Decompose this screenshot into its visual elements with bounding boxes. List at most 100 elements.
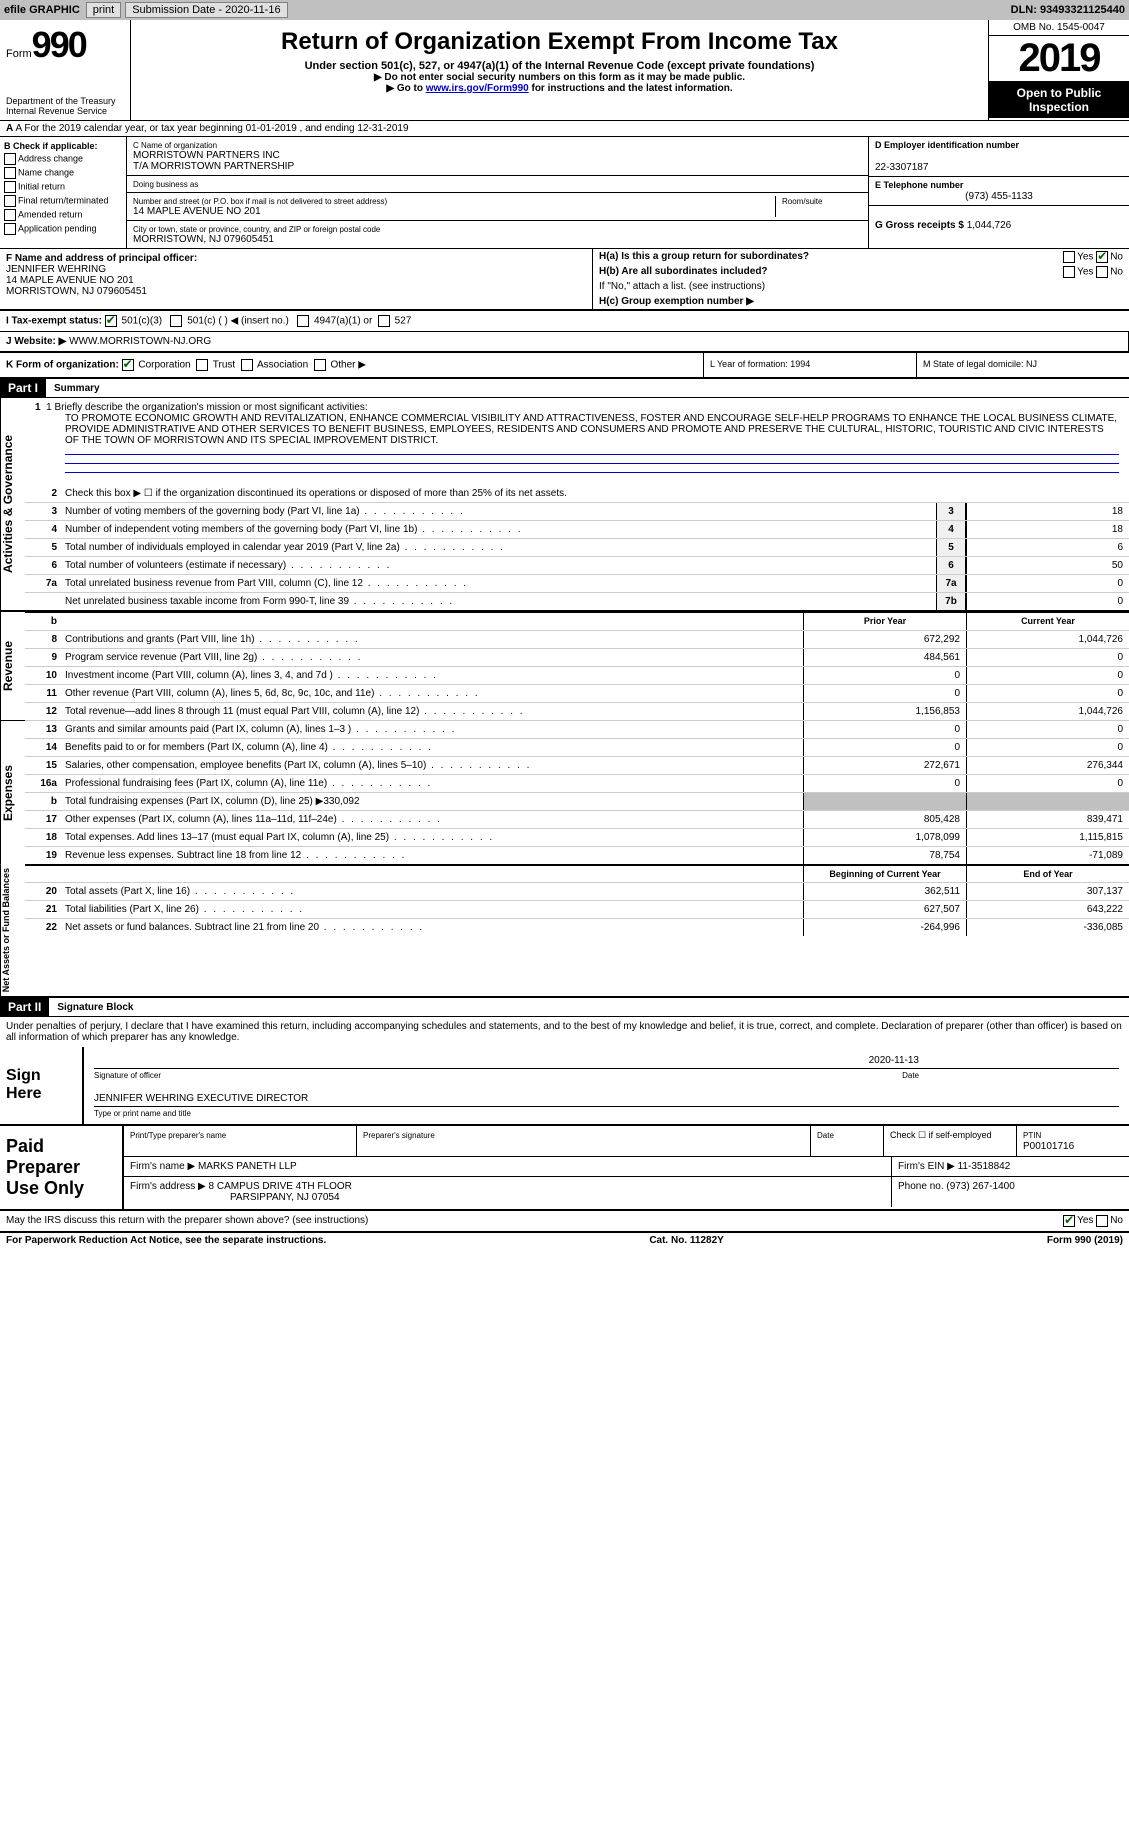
checkbox-discuss-yes[interactable]	[1063, 1215, 1075, 1227]
street-label: Number and street (or P.O. box if mail i…	[133, 197, 387, 206]
col-current-year: Current Year	[966, 613, 1129, 630]
dln-label: DLN: 93493321125440	[1011, 4, 1125, 16]
omb-number: OMB No. 1545-0047	[989, 20, 1129, 36]
col-prior-year: Prior Year	[803, 613, 966, 630]
part1-badge: Part I	[0, 379, 46, 397]
activities-governance-section: Activities & Governance 1 1 Briefly desc…	[0, 398, 1129, 611]
checkbox-amended[interactable]	[4, 209, 16, 221]
checkbox-assoc[interactable]	[241, 359, 253, 371]
expense-line: 18Total expenses. Add lines 13–17 (must …	[25, 828, 1129, 846]
firm-addr1: 8 CAMPUS DRIVE 4TH FLOOR	[209, 1181, 352, 1192]
ptin-value: P00101716	[1023, 1141, 1074, 1152]
row-j: J Website: ▶ WWW.MORRISTOWN-NJ.ORG	[0, 332, 1129, 353]
hb-label: H(b) Are all subordinates included?	[599, 266, 768, 277]
checkbox-address-change[interactable]	[4, 153, 16, 165]
ein-value: 22-3307187	[875, 162, 928, 173]
row-i: I Tax-exempt status: 501(c)(3) 501(c) ( …	[0, 310, 1129, 332]
revenue-line: 9Program service revenue (Part VIII, lin…	[25, 648, 1129, 666]
checkbox-hb-no[interactable]	[1096, 266, 1108, 278]
header-left: Form990 Department of the TreasuryIntern…	[0, 20, 131, 120]
officer-name-title: JENNIFER WEHRING EXECUTIVE DIRECTOR	[94, 1091, 1119, 1107]
print-button[interactable]: print	[86, 2, 121, 18]
footer-right: Form 990 (2019)	[1047, 1235, 1123, 1246]
city-value: MORRISTOWN, NJ 079605451	[133, 234, 274, 245]
checkbox-501c3[interactable]	[105, 315, 117, 327]
officer-name: JENNIFER WEHRING	[6, 264, 106, 275]
netassets-line: 21Total liabilities (Part X, line 26)627…	[25, 900, 1129, 918]
form-subtitle: Under section 501(c), 527, or 4947(a)(1)…	[141, 60, 978, 72]
note-ssn: ▶ Do not enter social security numbers o…	[141, 72, 978, 83]
expenses-section: Expenses 13Grants and similar amounts pa…	[0, 720, 1129, 864]
mission-block: 1 1 Briefly describe the organization's …	[25, 398, 1129, 485]
checkbox-name-change[interactable]	[4, 167, 16, 179]
preparer-phone: (973) 267-1400	[946, 1181, 1014, 1192]
firm-ein: 11-3518842	[958, 1161, 1011, 1172]
i-label: I Tax-exempt status:	[6, 316, 102, 327]
page-footer: For Paperwork Reduction Act Notice, see …	[0, 1233, 1129, 1248]
checkbox-final-return[interactable]	[4, 195, 16, 207]
checkbox-527[interactable]	[378, 315, 390, 327]
form-title: Return of Organization Exempt From Incom…	[141, 28, 978, 56]
checkbox-trust[interactable]	[196, 359, 208, 371]
expense-line: 17Other expenses (Part IX, column (A), l…	[25, 810, 1129, 828]
irs-link[interactable]: www.irs.gov/Form990	[426, 83, 529, 94]
column-c: C Name of organization MORRISTOWN PARTNE…	[127, 137, 869, 248]
efile-label: efile GRAPHIC	[4, 4, 80, 16]
gov-line: 6Total number of volunteers (estimate if…	[25, 556, 1129, 574]
tax-year: 2019	[989, 36, 1129, 82]
column-f: F Name and address of principal officer:…	[0, 249, 593, 309]
checkbox-discuss-no[interactable]	[1096, 1215, 1108, 1227]
part2-badge: Part II	[0, 998, 49, 1016]
checkbox-corp[interactable]	[122, 359, 134, 371]
submission-date-button[interactable]: Submission Date - 2020-11-16	[125, 2, 287, 18]
tab-expenses: Expenses	[0, 720, 25, 864]
dept-label: Department of the TreasuryInternal Reven…	[6, 96, 124, 116]
form-990-container: efile GRAPHIC print Submission Date - 20…	[0, 0, 1129, 1248]
firm-addr2: PARSIPPANY, NJ 07054	[230, 1192, 340, 1203]
form-header: Form990 Department of the TreasuryIntern…	[0, 20, 1129, 121]
irs-discuss-row: May the IRS discuss this return with the…	[0, 1211, 1129, 1233]
mission-text: TO PROMOTE ECONOMIC GROWTH AND REVITALIZ…	[65, 413, 1119, 446]
street-value: 14 MAPLE AVENUE NO 201	[133, 206, 261, 217]
paid-preparer-block: Paid Preparer Use Only Print/Type prepar…	[0, 1126, 1129, 1211]
sig-date: 2020-11-13	[94, 1053, 1119, 1069]
hc-label: H(c) Group exemption number ▶	[599, 296, 754, 307]
checkbox-other[interactable]	[314, 359, 326, 371]
footer-cat: Cat. No. 11282Y	[649, 1235, 723, 1246]
revenue-line: 10Investment income (Part VIII, column (…	[25, 666, 1129, 684]
m-state: M State of legal domicile: NJ	[916, 353, 1129, 377]
sign-here-label: Sign Here	[0, 1047, 82, 1124]
col-b-title: B Check if applicable:	[4, 141, 122, 151]
checkbox-501c[interactable]	[170, 315, 182, 327]
org-name-2: T/A MORRISTOWN PARTNERSHIP	[133, 161, 294, 172]
part-2-header: Part II Signature Block	[0, 998, 1129, 1017]
gov-line: 4Number of independent voting members of…	[25, 520, 1129, 538]
checkbox-initial-return[interactable]	[4, 181, 16, 193]
expense-line: 15Salaries, other compensation, employee…	[25, 756, 1129, 774]
form-number: 990	[32, 24, 86, 65]
city-label: City or town, state or province, country…	[133, 225, 380, 234]
checkbox-ha-no[interactable]	[1096, 251, 1108, 263]
gross-label: G Gross receipts $	[875, 220, 964, 231]
discuss-label: May the IRS discuss this return with the…	[6, 1215, 368, 1227]
form-word: Form	[6, 48, 32, 60]
officer-addr2: MORRISTOWN, NJ 079605451	[6, 286, 147, 297]
phone-value: (973) 455-1133	[875, 191, 1123, 202]
phone-label: E Telephone number	[875, 180, 963, 190]
checkbox-4947[interactable]	[297, 315, 309, 327]
expense-line: 14Benefits paid to or for members (Part …	[25, 738, 1129, 756]
checkbox-ha-yes[interactable]	[1063, 251, 1075, 263]
gov-line: 3Number of voting members of the governi…	[25, 502, 1129, 520]
col-begin-year: Beginning of Current Year	[803, 866, 966, 882]
org-info-block: B Check if applicable: Address change Na…	[0, 137, 1129, 249]
ha-label: H(a) Is this a group return for subordin…	[599, 251, 809, 262]
checkbox-hb-yes[interactable]	[1063, 266, 1075, 278]
expense-line: 13Grants and similar amounts paid (Part …	[25, 720, 1129, 738]
checkbox-app-pending[interactable]	[4, 223, 16, 235]
name-title-label: Type or print name and title	[94, 1109, 1119, 1118]
column-b: B Check if applicable: Address change Na…	[0, 137, 127, 248]
header-right: OMB No. 1545-0047 2019 Open to Public In…	[989, 20, 1129, 120]
expense-line: 19Revenue less expenses. Subtract line 1…	[25, 846, 1129, 864]
tab-net-assets: Net Assets or Fund Balances	[0, 864, 25, 996]
org-name-1: MORRISTOWN PARTNERS INC	[133, 150, 280, 161]
